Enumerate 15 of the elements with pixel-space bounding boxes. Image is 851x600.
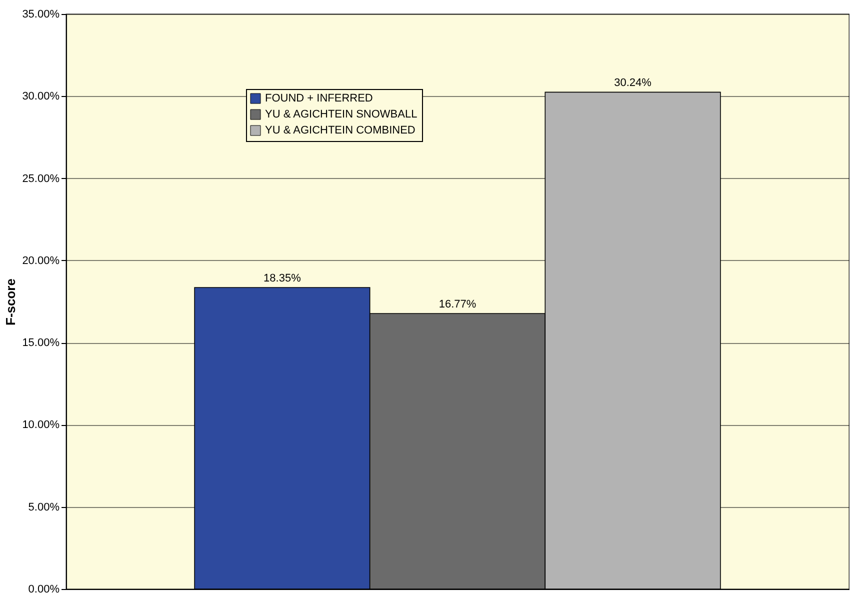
y-tick-label: 10.00% [22,419,60,432]
data-label: 18.35% [264,272,302,285]
data-label: 30.24% [614,77,652,90]
legend-label: FOUND + INFERRED [265,92,373,104]
data-label: 16.77% [438,298,476,310]
y-tick-label: 15.00% [22,337,60,350]
y-axis-title: F-score [3,278,18,326]
legend-label: YU & AGICHTEIN SNOWBALL [265,108,418,120]
legend-label: YU & AGICHTEIN COMBINED [265,124,416,136]
y-tick-label: 35.00% [22,8,60,20]
y-tick-label: 25.00% [22,172,60,185]
y-tick-label: 30.00% [22,90,60,103]
y-tick-label: 0.00% [28,584,60,596]
y-tick-label: 20.00% [22,254,60,267]
y-tick-label: 5.00% [28,501,60,514]
